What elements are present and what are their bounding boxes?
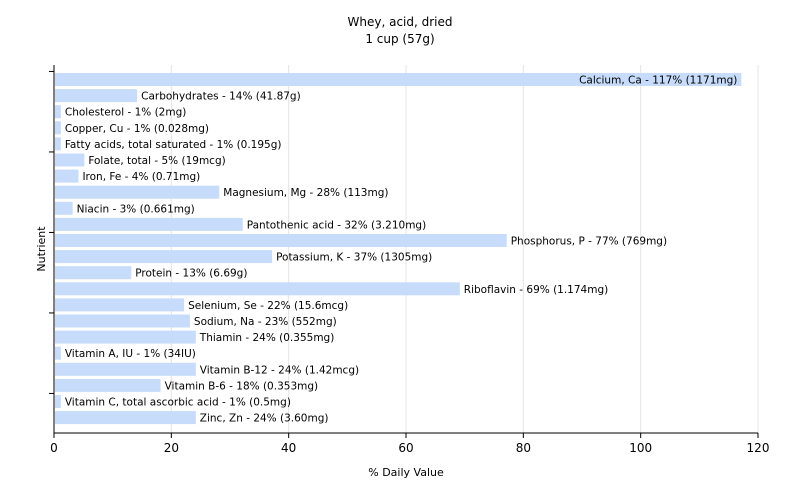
bar — [55, 105, 61, 119]
bar-label: Fatty acids, total saturated - 1% (0.195… — [65, 139, 282, 151]
y-axis-title: Nutrient — [35, 226, 48, 272]
bar-label: Calcium, Ca - 117% (1171mg) — [579, 75, 737, 87]
bar-label: Thiamin - 24% (0.355mg) — [199, 332, 335, 344]
bar — [55, 234, 507, 247]
bar-label: Folate, total - 5% (19mcg) — [88, 155, 225, 167]
bar-label: Vitamin B-12 - 24% (1.42mcg) — [200, 364, 359, 376]
bar-label: Copper, Cu - 1% (0.028mg) — [65, 123, 209, 135]
bar — [55, 378, 161, 392]
bar-label: Potassium, K - 37% (1305mg) — [276, 252, 432, 264]
bar-label: Cholesterol - 1% (2mg) — [65, 107, 187, 119]
bar — [55, 185, 220, 199]
bar — [55, 330, 196, 344]
x-tick-label: 120 — [747, 441, 770, 455]
x-tick-label: 80 — [516, 441, 531, 455]
bar-label: Protein - 13% (6.69g) — [135, 268, 247, 280]
bar — [55, 411, 196, 425]
bar — [55, 298, 185, 312]
bar — [55, 201, 73, 215]
bar — [55, 346, 61, 360]
bar-label: Vitamin B-6 - 18% (0.353mg) — [165, 380, 319, 392]
bar — [55, 362, 196, 376]
bar — [55, 282, 460, 296]
bar — [55, 137, 61, 151]
bar-label: Zinc, Zn - 24% (3.60mg) — [200, 413, 329, 425]
bar — [55, 89, 138, 103]
bar — [55, 395, 61, 408]
bar-label: Pantothenic acid - 32% (3.210mg) — [247, 219, 426, 231]
x-tick-label: 0 — [50, 441, 58, 455]
bar — [55, 153, 85, 167]
bar-label: Vitamin C, total ascorbic acid - 1% (0.5… — [65, 397, 291, 409]
bar-label: Riboflavin - 69% (1.174mg) — [464, 284, 608, 296]
bar-label: Carbohydrates - 14% (41.87g) — [141, 91, 301, 103]
bar-label: Iron, Fe - 4% (0.71mg) — [82, 171, 200, 183]
chart-subtitle: 1 cup (57g) — [365, 32, 435, 46]
x-axis-title: % Daily Value — [368, 466, 444, 479]
bar — [55, 250, 273, 264]
bar — [55, 169, 79, 183]
bar-label: Magnesium, Mg - 28% (113mg) — [223, 187, 388, 199]
x-tick-label: 40 — [281, 441, 296, 455]
x-tick-label: 60 — [398, 441, 413, 455]
bar-label: Niacin - 3% (0.661mg) — [77, 203, 195, 215]
bar — [55, 73, 742, 86]
bar-label: Selenium, Se - 22% (15.6mcg) — [188, 300, 348, 312]
bar-label: Vitamin A, IU - 1% (34IU) — [65, 348, 196, 360]
bar — [55, 314, 190, 328]
x-tick-label: 100 — [629, 441, 652, 455]
chart-title: Whey, acid, dried — [347, 15, 453, 29]
bar-label: Phosphorus, P - 77% (769mg) — [511, 236, 667, 248]
bar — [55, 121, 61, 135]
bar — [55, 266, 132, 280]
x-tick-label: 20 — [164, 441, 179, 455]
bar — [55, 217, 243, 231]
bar-label: Sodium, Na - 23% (552mg) — [194, 316, 337, 328]
